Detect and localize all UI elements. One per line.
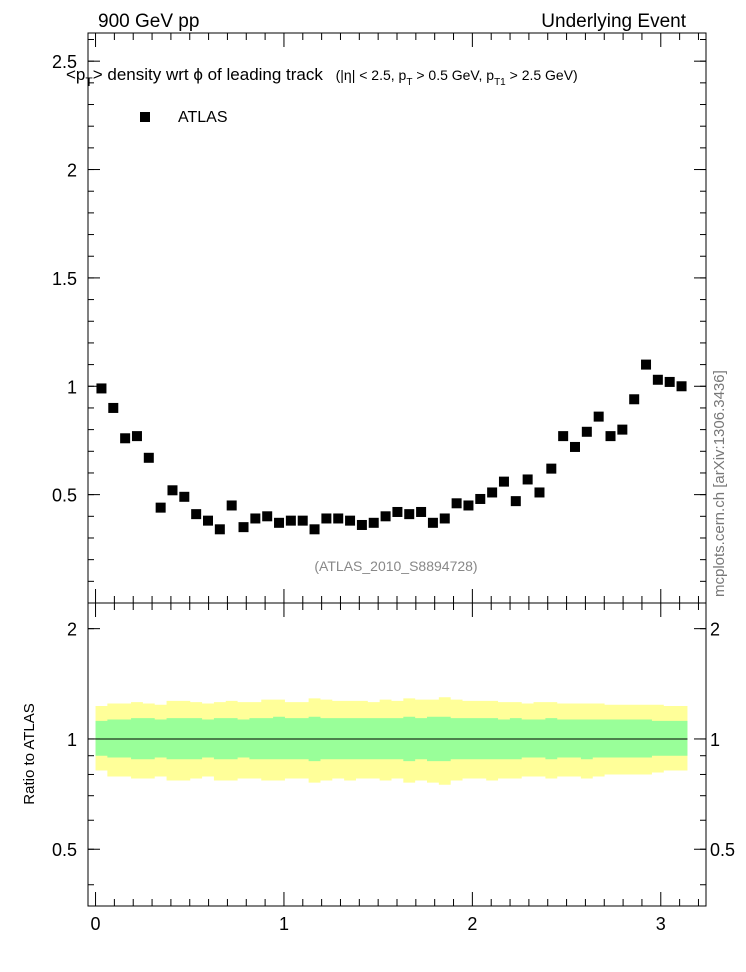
atlas-data-point	[108, 402, 119, 413]
title-cuts-2: > 0.5 GeV, p	[412, 67, 494, 83]
atlas-data-point	[250, 513, 261, 524]
atlas-data-point	[345, 515, 356, 526]
upper-axis-ticks: 0.5 1 1.5 2 2.5	[52, 33, 706, 604]
atlas-data-point	[427, 517, 438, 528]
atlas-data-point	[439, 513, 450, 524]
atlas-data-point	[534, 487, 545, 498]
atlas-data-point	[652, 374, 663, 385]
atlas-data-point	[641, 359, 652, 370]
atlas-data-point	[297, 515, 308, 526]
atlas-data-series	[96, 359, 687, 535]
watermark-label: mcplots.cern.ch [arXiv:1306.3436]	[711, 370, 728, 597]
atlas-data-point	[416, 506, 427, 517]
atlas-data-point	[214, 524, 225, 535]
atlas-data-point	[96, 383, 107, 394]
ratio-uncertainty-bands	[95, 697, 688, 785]
upper-y-tick-label: 2	[67, 161, 77, 181]
title-cuts-2-sub: T1	[494, 77, 506, 88]
atlas-data-point	[167, 485, 178, 496]
title-main-sub: T	[85, 75, 93, 89]
atlas-data-point	[333, 513, 344, 524]
title-cuts: (|η| < 2.5, pT > 0.5 GeV, pT1 > 2.5 GeV)	[336, 67, 578, 88]
atlas-data-point	[191, 509, 202, 520]
atlas-data-point	[676, 381, 687, 392]
x-tick-label: 0	[91, 914, 101, 934]
atlas-data-point	[475, 493, 486, 504]
lower-y-tick-label-right: 2	[710, 620, 720, 640]
atlas-data-point	[238, 522, 249, 533]
atlas-data-point	[463, 500, 474, 511]
atlas-data-point	[131, 431, 142, 442]
atlas-data-point	[451, 498, 462, 509]
atlas-data-point	[356, 519, 367, 530]
atlas-data-point	[617, 424, 628, 435]
lower-y-tick-label: 2	[67, 620, 77, 640]
lower-axis-ticks: 0.5 0.5 1 1 2 2 0 1 2 3	[52, 603, 735, 934]
atlas-data-point	[510, 496, 521, 507]
atlas-data-point	[143, 452, 154, 463]
lower-y-tick-label: 0.5	[52, 840, 77, 860]
analysis-label: (ATLAS_2010_S8894728)	[314, 558, 477, 574]
title-cuts-1: (|η| < 2.5, p	[336, 67, 407, 83]
atlas-data-point	[274, 517, 285, 528]
atlas-data-point	[309, 524, 320, 535]
atlas-data-point	[593, 411, 604, 422]
lower-y-tick-label-right: 0.5	[710, 840, 735, 860]
atlas-data-point	[404, 509, 415, 520]
atlas-data-point	[285, 515, 296, 526]
title-main: <p	[66, 65, 85, 84]
atlas-data-point	[546, 463, 557, 474]
atlas-data-point	[368, 517, 379, 528]
atlas-data-point	[380, 511, 391, 522]
atlas-data-point	[664, 376, 675, 387]
x-tick-label: 1	[279, 914, 289, 934]
atlas-data-point	[581, 426, 592, 437]
upper-y-tick-label: 1.5	[52, 269, 77, 289]
atlas-data-point	[262, 511, 273, 522]
atlas-data-point	[522, 474, 533, 485]
lower-y-tick-label-right: 1	[710, 730, 720, 750]
atlas-data-point	[629, 394, 640, 405]
atlas-data-point	[487, 487, 498, 498]
atlas-data-point	[179, 491, 190, 502]
header-right-label: Underlying Event	[541, 11, 686, 32]
atlas-data-point	[392, 506, 403, 517]
x-tick-label: 3	[656, 914, 666, 934]
title-cuts-1-sub: T	[406, 77, 412, 88]
atlas-data-point	[120, 433, 131, 444]
legend-label-atlas: ATLAS	[178, 109, 228, 126]
title-main-rest: > density wrt ϕ of leading track	[93, 65, 324, 84]
upper-y-tick-label: 1	[67, 377, 77, 397]
chart-title: <pT> density wrt ϕ of leading track (|η|…	[66, 65, 578, 89]
title-cuts-3: > 2.5 GeV)	[506, 67, 578, 83]
upper-y-tick-label: 2.5	[52, 52, 77, 72]
lower-y-tick-label: 1	[67, 730, 77, 750]
header-left-label: 900 GeV pp	[98, 11, 199, 32]
atlas-data-point	[203, 515, 214, 526]
legend-marker-atlas	[140, 112, 150, 122]
x-tick-label: 2	[467, 914, 477, 934]
upper-y-tick-label: 0.5	[52, 486, 77, 506]
atlas-data-point	[498, 476, 509, 487]
atlas-data-point	[605, 431, 616, 442]
atlas-data-point	[155, 502, 166, 513]
ratio-axis-label: Ratio to ATLAS	[21, 703, 38, 804]
atlas-data-point	[226, 500, 237, 511]
atlas-data-point	[558, 431, 569, 442]
atlas-data-point	[321, 513, 332, 524]
atlas-data-point	[569, 441, 580, 452]
